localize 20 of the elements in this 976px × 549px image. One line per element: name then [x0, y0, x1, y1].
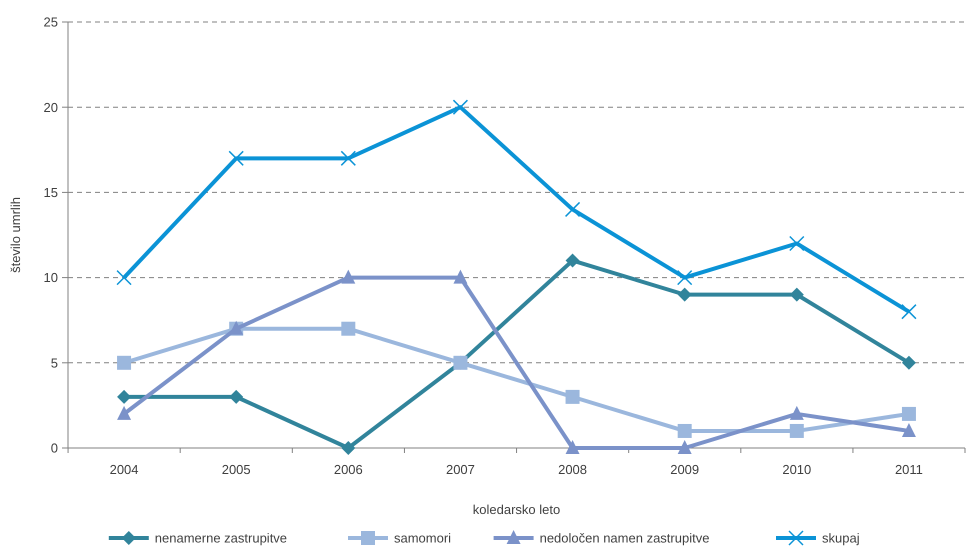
x-axis-title: koledarsko leto [472, 502, 560, 517]
y-tick-label: 25 [44, 14, 58, 30]
legend-label: samomori [394, 530, 452, 546]
x-tick-label: 2005 [222, 462, 251, 477]
x-tick-label: 2008 [558, 462, 588, 477]
x-tick-label: 2010 [782, 462, 812, 477]
x-tick-label: 2011 [894, 462, 923, 477]
y-tick-label: 5 [50, 355, 58, 370]
legend-label: nenamerne zastrupitve [154, 530, 288, 546]
y-tick-label: 0 [50, 440, 58, 456]
y-tick-label: 20 [44, 100, 58, 115]
x-tick-label: 2007 [446, 462, 475, 477]
legend-label: nedoločen namen zastrupitve [540, 530, 710, 546]
legend-label: skupaj [822, 530, 860, 546]
y-tick-label: 10 [44, 270, 58, 286]
y-tick-label: 15 [44, 184, 58, 200]
x-tick-label: 2006 [334, 462, 363, 477]
x-tick-label: 2009 [670, 462, 700, 477]
y-axis-title: število umrlih [8, 197, 23, 273]
x-tick-label: 2004 [110, 462, 139, 477]
